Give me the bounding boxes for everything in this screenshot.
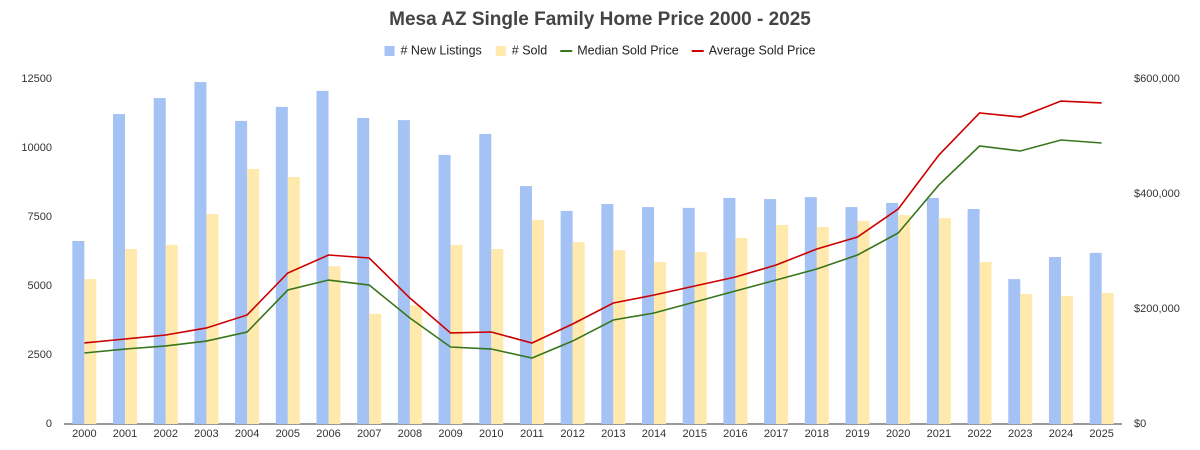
y-tick-label: 12500 xyxy=(21,73,52,85)
bar xyxy=(886,202,899,424)
bar xyxy=(967,208,980,424)
x-tick-label: 2008 xyxy=(398,428,422,440)
legend-label: Average Sold Price xyxy=(709,43,816,57)
x-tick-label: 2004 xyxy=(235,428,259,440)
bar xyxy=(369,313,382,424)
bar xyxy=(776,225,789,424)
line xyxy=(84,100,1102,344)
bar xyxy=(519,186,532,424)
bar xyxy=(682,207,695,424)
x-tick-label: 2006 xyxy=(316,428,340,440)
x-tick-label: 2000 xyxy=(72,428,96,440)
bar xyxy=(560,210,573,424)
bar xyxy=(857,220,870,424)
x-tick-label: 2013 xyxy=(601,428,625,440)
bar xyxy=(194,82,207,424)
bar xyxy=(1008,279,1021,424)
chart-title: Mesa AZ Single Family Home Price 2000 - … xyxy=(389,9,811,30)
y-tick-label: 2500 xyxy=(28,349,52,361)
x-tick-label: 2023 xyxy=(1008,428,1032,440)
bar xyxy=(938,218,951,424)
bar xyxy=(287,176,300,424)
y2-tick-label: $0 xyxy=(1134,418,1146,430)
bar xyxy=(926,197,939,424)
bar xyxy=(275,106,288,424)
x-tick-label: 2019 xyxy=(845,428,869,440)
bar xyxy=(979,261,992,424)
x-tick-label: 2017 xyxy=(764,428,788,440)
y2-tick-label: $600,000 xyxy=(1134,73,1180,85)
x-tick-label: 2021 xyxy=(927,428,951,440)
bar xyxy=(438,154,451,424)
bar xyxy=(764,199,777,424)
bar xyxy=(804,197,817,424)
x-tick-label: 2024 xyxy=(1049,428,1073,440)
x-tick-label: 2015 xyxy=(682,428,706,440)
bar xyxy=(1048,257,1061,424)
bar xyxy=(235,120,248,425)
y2-tick-label: $200,000 xyxy=(1134,303,1180,315)
x-tick-label: 2002 xyxy=(153,428,177,440)
bar xyxy=(654,261,667,424)
bar xyxy=(694,252,707,424)
legend-label: Median Sold Price xyxy=(577,43,678,57)
bar xyxy=(845,207,858,424)
x-tick-label: 2025 xyxy=(1089,428,1113,440)
x-tick-label: 2018 xyxy=(805,428,829,440)
bar xyxy=(1020,294,1033,424)
bar xyxy=(572,242,585,424)
bar xyxy=(1101,292,1114,424)
x-tick-label: 2011 xyxy=(520,428,544,440)
bar xyxy=(450,244,463,424)
y-tick-label: 0 xyxy=(46,418,52,430)
x-tick-label: 2016 xyxy=(723,428,747,440)
bar xyxy=(397,120,410,425)
x-tick-label: 2009 xyxy=(438,428,462,440)
bar xyxy=(601,204,614,424)
bar xyxy=(84,279,97,424)
legend-label: # Sold xyxy=(512,43,547,57)
legend-marker xyxy=(384,46,395,56)
x-tick-label: 2003 xyxy=(194,428,218,440)
line xyxy=(84,139,1102,359)
bar xyxy=(72,241,85,424)
y-tick-label: 10000 xyxy=(21,142,52,154)
x-tick-label: 2010 xyxy=(479,428,503,440)
bar xyxy=(898,215,911,424)
bar xyxy=(531,220,544,424)
bar xyxy=(735,237,748,424)
bar xyxy=(113,114,126,424)
x-tick-label: 2001 xyxy=(113,428,137,440)
bar xyxy=(642,207,655,424)
x-tick-label: 2005 xyxy=(276,428,300,440)
bar xyxy=(357,117,370,424)
bar xyxy=(723,197,736,424)
y-tick-label: 7500 xyxy=(28,211,52,223)
legend-marker xyxy=(495,46,506,56)
bar xyxy=(328,266,341,424)
x-tick-label: 2014 xyxy=(642,428,666,440)
bar xyxy=(816,226,829,424)
bar xyxy=(1060,295,1073,424)
x-tick-label: 2007 xyxy=(357,428,381,440)
bar xyxy=(125,249,138,424)
bar xyxy=(409,305,422,424)
bar xyxy=(153,98,166,424)
y-tick-label: 5000 xyxy=(28,280,52,292)
bar xyxy=(613,250,626,424)
x-tick-label: 2012 xyxy=(560,428,584,440)
bar xyxy=(247,168,260,424)
x-tick-label: 2022 xyxy=(967,428,991,440)
y2-tick-label: $400,000 xyxy=(1134,188,1180,200)
bar xyxy=(206,213,219,424)
bar xyxy=(491,249,504,424)
legend-label: # New Listings xyxy=(401,43,482,57)
x-tick-label: 2020 xyxy=(886,428,910,440)
bar xyxy=(1089,252,1102,424)
bar xyxy=(479,133,492,424)
